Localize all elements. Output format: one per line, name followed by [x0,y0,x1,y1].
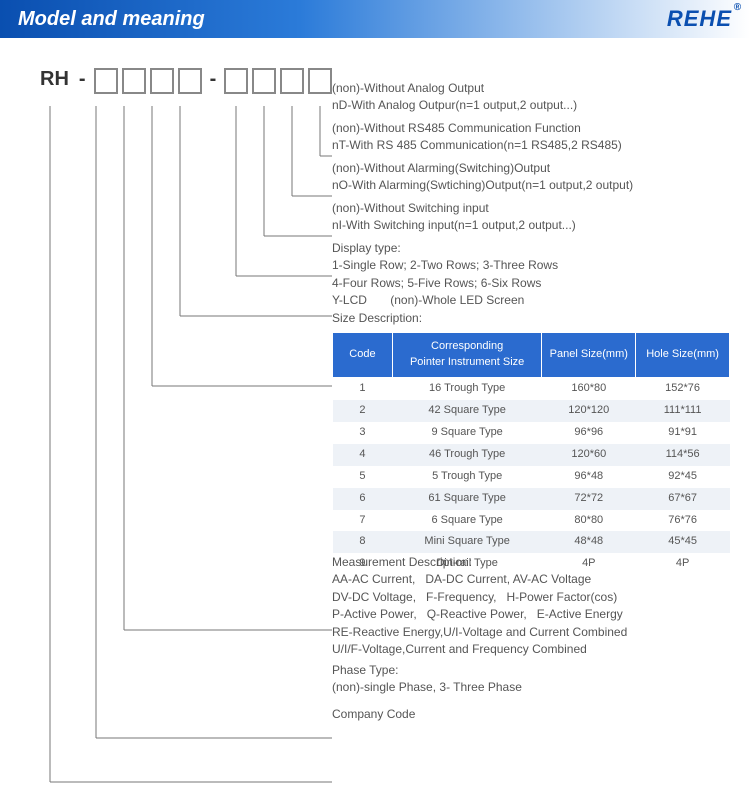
code-box [224,68,248,94]
description-line: Company Code [332,706,730,723]
table-cell: 6 [333,488,393,510]
description-line: (non)-Without Analog Output [332,80,730,97]
brand-mark: ® [734,2,742,13]
description-line: nD-With Analog Outpur(n=1 output,2 outpu… [332,97,730,114]
code-box [150,68,174,94]
model-dash-1: - [79,68,86,91]
description-line: (non)-Without RS485 Communication Functi… [332,120,730,137]
table-cell: 114*56 [636,444,730,466]
description-line: Y-LCD (non)-Whole LED Screen [332,292,730,309]
description-line: (non)-single Phase, 3- Three Phase [332,679,730,696]
table-row: 661 Square Type72*7267*67 [333,488,730,510]
description-line: (non)-Without Alarming(Switching)Output [332,160,730,177]
table-cell: 92*45 [636,466,730,488]
table-cell: 4P [636,553,730,575]
code-box [178,68,202,94]
model-prefix: RH [40,68,69,91]
description-block: (non)-Without Analog OutputnD-With Analo… [332,80,730,115]
table-cell: 3 [333,422,393,444]
table-cell: 5 [333,466,393,488]
table-cell: 45*45 [636,531,730,553]
code-box [252,68,276,94]
table-cell: 96*48 [542,466,636,488]
code-box [308,68,332,94]
table-cell: 16 Trough Type [392,377,542,399]
table-cell: 61 Square Type [392,488,542,510]
description-block: Phase Type:(non)-single Phase, 3- Three … [332,662,730,697]
table-row: 8Mini Square Type48*4845*45 [333,531,730,553]
table-cell: 42 Square Type [392,400,542,422]
table-cell: 111*111 [636,400,730,422]
table-cell: 2 [333,400,393,422]
table-cell: 5 Trough Type [392,466,542,488]
header-banner: Model and meaning REHE® [0,0,750,38]
description-line: nO-With Alarming(Swtiching)Output(n=1 ou… [332,177,730,194]
description-block: Size Description: [332,310,730,327]
table-cell: 152*76 [636,377,730,399]
table-cell: Mini Square Type [392,531,542,553]
description-line: nI-With Switching input(n=1 output,2 out… [332,217,730,234]
size-table-wrap: CodeCorrespondingPointer Instrument Size… [332,328,730,575]
table-row: 446 Trough Type120*60114*56 [333,444,730,466]
code-box [280,68,304,94]
table-cell: 9 Square Type [392,422,542,444]
brand-logo: REHE® [667,6,732,32]
table-cell: 67*67 [636,488,730,510]
code-box [122,68,146,94]
brand-text: REHE [667,6,732,31]
table-cell: 4 [333,444,393,466]
description-line: 4-Four Rows; 5-Five Rows; 6-Six Rows [332,275,730,292]
description-line: Phase Type: [332,662,730,679]
description-line: RE-Reactive Energy,U/I-Voltage and Curre… [332,624,730,641]
description-block: Company Code [332,706,730,723]
description-block: (non)-Without Alarming(Switching)Outputn… [332,160,730,195]
table-cell: 120*120 [542,400,636,422]
table-cell: 7 [333,510,393,532]
table-cell: 120*60 [542,444,636,466]
table-header: Hole Size(mm) [636,333,730,378]
table-header: Code [333,333,393,378]
table-header: CorrespondingPointer Instrument Size [392,333,542,378]
table-row: 242 Square Type120*120111*111 [333,400,730,422]
description-block: Display type:1-Single Row; 2-Two Rows; 3… [332,240,730,310]
table-row: 76 Square Type80*8076*76 [333,510,730,532]
description-block: (non)-Without Switching inputnI-With Swi… [332,200,730,235]
description-line: (non)-Without Switching input [332,200,730,217]
table-row: 39 Square Type96*9691*91 [333,422,730,444]
description-line: DV-DC Voltage, F-Frequency, H-Power Fact… [332,589,730,606]
table-cell: 72*72 [542,488,636,510]
description-line: Display type: [332,240,730,257]
table-cell: 160*80 [542,377,636,399]
model-dash-2: - [210,68,217,91]
table-cell: 91*91 [636,422,730,444]
table-cell: 1 [333,377,393,399]
content-area: RH - - (non)-Without Analog OutputnD-Wit… [0,38,750,128]
table-cell: 6 Square Type [392,510,542,532]
description-line: P-Active Power, Q-Reactive Power, E-Acti… [332,606,730,623]
table-cell: 4P [542,553,636,575]
table-cell: 8 [333,531,393,553]
banner-title: Model and meaning [18,8,205,31]
table-cell: 76*76 [636,510,730,532]
table-row: 9Din-rail Type4P4P [333,553,730,575]
description-line: U/I/F-Voltage,Current and Frequency Comb… [332,641,730,658]
table-header: Panel Size(mm) [542,333,636,378]
table-cell: 48*48 [542,531,636,553]
table-cell: 9 [333,553,393,575]
description-line: Size Description: [332,310,730,327]
code-box [94,68,118,94]
description-block: (non)-Without RS485 Communication Functi… [332,120,730,155]
table-cell: 46 Trough Type [392,444,542,466]
description-line: nT-With RS 485 Communication(n=1 RS485,2… [332,137,730,154]
table-cell: 96*96 [542,422,636,444]
description-line: 1-Single Row; 2-Two Rows; 3-Three Rows [332,257,730,274]
table-cell: Din-rail Type [392,553,542,575]
size-table: CodeCorrespondingPointer Instrument Size… [332,332,730,575]
table-cell: 80*80 [542,510,636,532]
table-row: 116 Trough Type160*80152*76 [333,377,730,399]
table-row: 55 Trough Type96*4892*45 [333,466,730,488]
